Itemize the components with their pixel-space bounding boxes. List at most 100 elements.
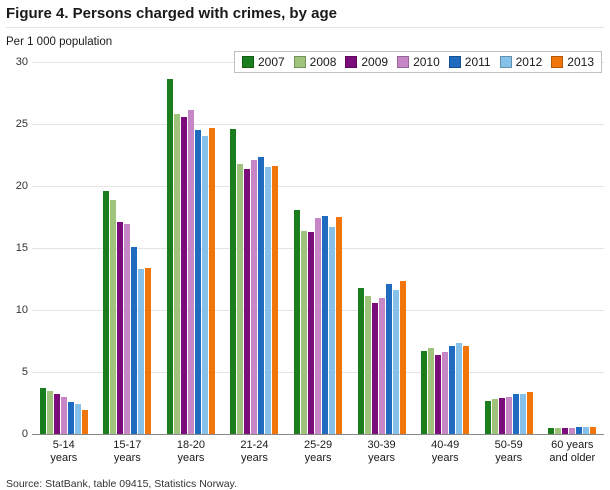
x-tick-label: 40-49 years [431, 439, 460, 464]
bar-2010 [505, 396, 512, 434]
bar-2009 [308, 231, 315, 434]
bar-2010 [569, 427, 576, 434]
legend-item-2011[interactable]: 2011 [448, 55, 491, 69]
bar-2012 [392, 290, 399, 434]
bar-group [32, 62, 96, 434]
bar-2012 [138, 269, 145, 434]
legend-swatch-icon [345, 56, 358, 68]
y-tick-label: 5 [21, 366, 28, 378]
bar-2011 [576, 426, 583, 434]
y-tick-label: 25 [15, 118, 28, 130]
legend-swatch-icon [397, 56, 410, 68]
bar-group [541, 62, 605, 434]
x-tick-label: 60 years and older [549, 439, 596, 464]
bar-2009 [117, 221, 124, 434]
x-tick-label: 25-29 years [303, 439, 333, 464]
bar-group [286, 62, 350, 434]
bar-2008 [46, 390, 53, 434]
bar-group [96, 62, 160, 434]
legend-label: 2012 [515, 55, 543, 69]
chart-area: 0 5 10 15 20 25 30 2007 2008 2009 2010 2011 2012 201… [6, 51, 604, 440]
bar-2009 [53, 394, 60, 434]
y-tick-label: 15 [15, 242, 28, 254]
x-tick-label: 50-59 years [494, 439, 523, 464]
bar-2008 [110, 199, 117, 434]
bar-2012 [201, 136, 208, 434]
bar-2008 [491, 399, 498, 434]
bar-2011 [322, 215, 329, 434]
legend-swatch-icon [293, 56, 306, 68]
legend-item-2010[interactable]: 2010 [397, 55, 440, 69]
bar-2007 [39, 388, 46, 434]
bar-2007 [103, 190, 110, 434]
bar-2010 [60, 396, 67, 434]
x-tick-label: 30-39 years [367, 439, 396, 464]
y-tick-label: 30 [15, 56, 28, 68]
bar-group [223, 62, 287, 434]
bar-2013 [272, 166, 279, 434]
bar-2012 [583, 426, 590, 434]
bar-2007 [548, 427, 555, 434]
bar-2010 [315, 218, 322, 434]
bar-2009 [180, 116, 187, 434]
bar-2008 [364, 296, 371, 434]
legend-item-2009[interactable]: 2009 [345, 55, 388, 69]
legend-label: 2009 [361, 55, 389, 69]
bar-2011 [512, 394, 519, 434]
bar-2009 [371, 302, 378, 434]
y-tick-label: 0 [21, 428, 28, 440]
bar-2007 [230, 128, 237, 434]
bar-2008 [555, 427, 562, 434]
bar-2013 [145, 267, 152, 434]
bar-2007 [166, 79, 173, 434]
bar-2012 [329, 226, 336, 434]
bar-2008 [428, 348, 435, 434]
legend-item-2013[interactable]: 2013 [551, 55, 594, 69]
bar-2008 [301, 230, 308, 434]
source-note: Source: StatBank, table 09415, Statistic… [6, 478, 237, 490]
x-axis-labels: 5-14 years 15-17 years 18-20 years 21-24 ye… [32, 439, 604, 464]
bar-2011 [67, 401, 74, 434]
bar-2010 [442, 352, 449, 434]
bar-2013 [590, 426, 597, 434]
bar-2012 [74, 404, 81, 434]
legend-label: 2011 [464, 55, 491, 69]
bar-2007 [484, 400, 491, 434]
legend-swatch-icon [448, 56, 461, 68]
bar-2012 [456, 343, 463, 434]
bar-2011 [131, 246, 138, 434]
bar-2011 [258, 157, 265, 434]
gridline [32, 124, 604, 125]
bar-group [159, 62, 223, 434]
y-axis-title: Per 1 000 population [6, 36, 113, 48]
x-tick-label: 21-24 years [240, 439, 269, 464]
y-axis: 0 5 10 15 20 25 30 [6, 56, 32, 440]
legend-item-2012[interactable]: 2012 [499, 55, 543, 69]
bar-2009 [435, 354, 442, 434]
legend-item-2007[interactable]: 2007 [241, 55, 285, 69]
bar-2012 [519, 394, 526, 434]
x-tick-label: 15-17 years [113, 439, 142, 464]
legend-label: 2013 [567, 55, 594, 69]
bar-2009 [562, 427, 569, 434]
y-tick-label: 20 [15, 180, 28, 192]
bar-2007 [357, 287, 364, 434]
bar-group [350, 62, 414, 434]
legend-item-2008[interactable]: 2008 [293, 55, 336, 69]
bar-2013 [81, 410, 88, 434]
bar-2011 [449, 345, 456, 434]
bar-2012 [265, 167, 272, 434]
bar-2007 [421, 350, 428, 434]
bar-2010 [251, 159, 258, 434]
x-tick-label: 5-14 years [50, 439, 78, 464]
bar-2010 [187, 110, 194, 434]
bar-2007 [294, 209, 301, 434]
bar-2008 [173, 114, 180, 434]
bar-groups [32, 62, 604, 434]
bar-group [413, 62, 477, 434]
legend: 2007 2008 2009 2010 2011 2012 2013 [233, 51, 602, 73]
gridline [32, 186, 604, 187]
bar-2010 [378, 297, 385, 434]
bar-2011 [194, 130, 201, 434]
legend-swatch-icon [551, 56, 564, 68]
